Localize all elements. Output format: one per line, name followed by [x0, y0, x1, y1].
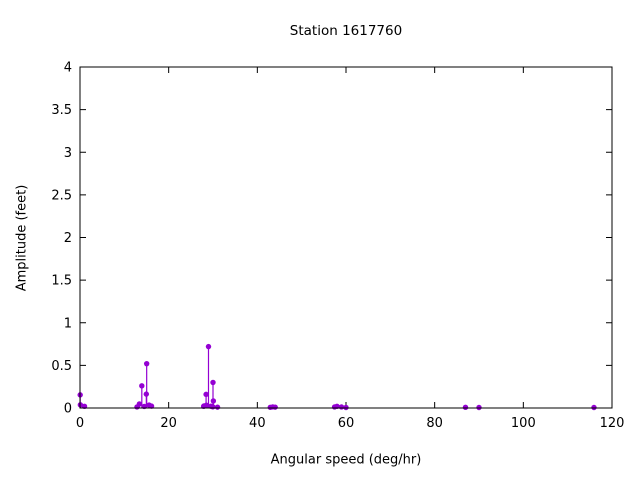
data-point	[139, 383, 145, 389]
data-point	[343, 404, 349, 411]
x-tick-label: 80	[426, 416, 443, 431]
axis-tick-labels: 0 20 40 60 80 100 120 0 0.5 1 1.5 2 2.5 3 3.5 4	[51, 61, 624, 432]
data-point	[476, 404, 482, 411]
data-point	[462, 404, 469, 411]
plot-border	[79, 66, 613, 409]
x-tick-label: 60	[338, 416, 355, 431]
axis-ticks	[79, 66, 613, 409]
y-tick-label: 2	[64, 231, 72, 246]
y-axis-label: Amplitude (feet)	[14, 184, 30, 292]
y-tick-label: 3	[64, 146, 72, 161]
data-point	[203, 402, 210, 408]
x-tick-label: 120	[600, 416, 625, 431]
data-point	[148, 403, 155, 409]
y-tick-label: 4	[64, 61, 72, 76]
x-tick-label: 100	[511, 416, 536, 431]
x-tick-label: 0	[76, 416, 84, 431]
y-tick-label: 1	[64, 316, 72, 331]
y-tick-label: 0	[64, 402, 72, 417]
y-tick-label: 3.5	[51, 103, 72, 118]
data-point	[210, 398, 217, 404]
data-point	[210, 379, 216, 386]
data-point	[214, 404, 221, 410]
x-tick-label: 40	[249, 416, 266, 431]
y-tick-label: 0.5	[51, 359, 72, 374]
data-point	[205, 343, 212, 350]
y-tick-label: 1.5	[51, 274, 72, 289]
data-point	[591, 404, 597, 411]
data-point	[203, 391, 209, 398]
chart-title: Station 1617760	[289, 23, 403, 39]
data-point	[143, 360, 150, 367]
y-tick-label: 2.5	[51, 188, 72, 203]
x-tick-label: 20	[160, 416, 177, 431]
data-series	[77, 343, 597, 411]
data-point	[136, 401, 143, 407]
data-point	[272, 404, 278, 410]
x-axis-label: Angular speed (deg/hr)	[270, 452, 422, 468]
